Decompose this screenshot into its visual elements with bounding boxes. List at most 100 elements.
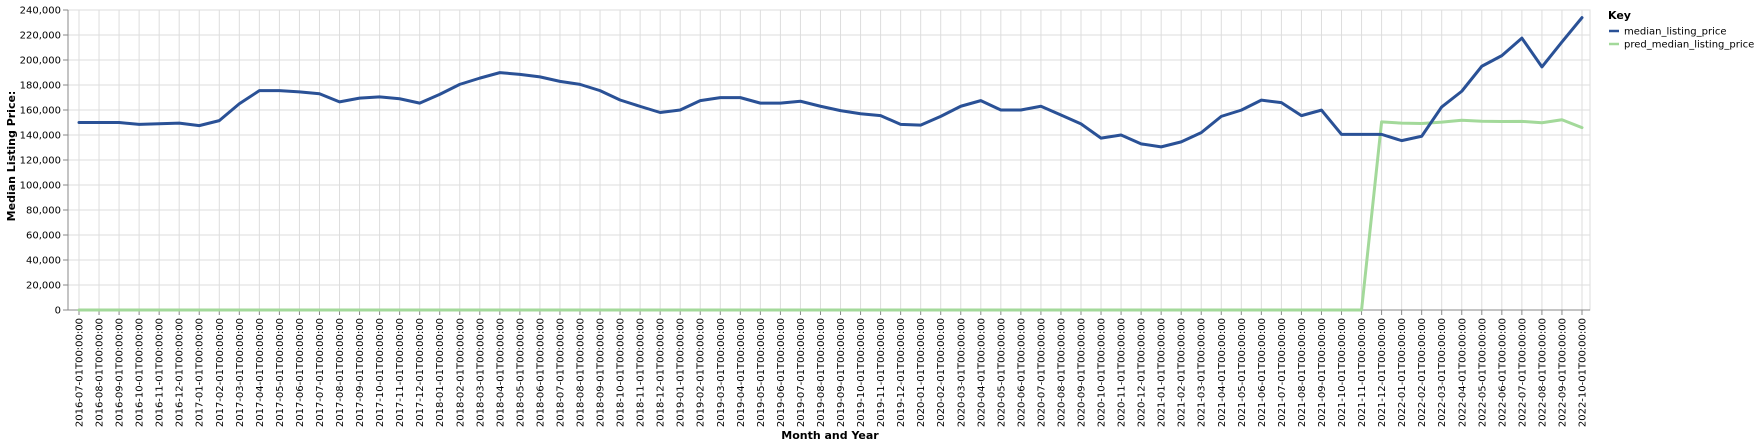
y-axis: 0 20,000 40,000 60,000 80,000 100,000 120,000 1… [20,6,69,317]
y-tick-label: 140,000 [20,131,61,142]
x-tick-label: 2020-04-01T00:00:00 [976,318,987,427]
x-tick-label: 2020-01-01T00:00:00 [916,318,927,427]
x-tick-label: 2022-05-01T00:00:00 [1477,318,1488,427]
legend-items: median_listing_price pred_median_listing_… [1609,27,1754,51]
legend-title: Key [1608,9,1631,22]
x-tick-label: 2018-01-01T00:00:00 [435,318,446,427]
y-tick-label: 80,000 [26,206,61,217]
x-tick-label: 2022-04-01T00:00:00 [1457,318,1468,427]
x-tick-label: 2017-01-01T00:00:00 [195,318,206,427]
x-tick-label: 2019-06-01T00:00:00 [776,318,787,427]
x-axis-title: Month and Year [781,429,879,442]
x-tick-label: 2017-12-01T00:00:00 [415,318,426,427]
x-tick-label: 2016-09-01T00:00:00 [115,318,126,427]
x-tick-label: 2021-02-01T00:00:00 [1177,318,1188,427]
x-tick-label: 2019-04-01T00:00:00 [736,318,747,427]
gridlines [67,9,1591,311]
x-tick-label: 2018-02-01T00:00:00 [455,318,466,427]
x-tick-label: 2017-10-01T00:00:00 [375,318,386,427]
series-line-pred_median_listing_price [77,118,1584,312]
y-tick-label: 160,000 [20,106,61,117]
x-tick-label: 2020-09-01T00:00:00 [1077,318,1088,427]
x-tick-label: 2022-08-01T00:00:00 [1537,318,1548,427]
y-axis-title: Median Listing Price: [5,91,18,222]
x-tick-label: 2019-03-01T00:00:00 [716,318,727,427]
x-tick-label: 2017-08-01T00:00:00 [335,318,346,427]
y-tick-label: 120,000 [20,156,61,167]
x-tick-label: 2020-02-01T00:00:00 [936,318,947,427]
y-tick-label: 20,000 [26,281,61,292]
x-tick-label: 2016-12-01T00:00:00 [175,318,186,427]
x-tick-label: 2021-06-01T00:00:00 [1257,318,1268,427]
x-tick-label: 2020-07-01T00:00:00 [1036,318,1047,427]
x-tick-label: 2018-03-01T00:00:00 [475,318,486,427]
x-axis: 2016-07-01T00:00:00 2016-08-01T00:00:00 20… [68,309,1590,427]
y-tick-label: 240,000 [20,6,61,17]
x-tick-label: 2016-08-01T00:00:00 [95,318,106,427]
y-tick-label: 220,000 [20,31,61,42]
x-tick-label: 2022-02-01T00:00:00 [1417,318,1428,427]
x-tick-label: 2022-01-01T00:00:00 [1397,318,1408,427]
y-tick-label: 40,000 [26,256,61,267]
x-tick-label: 2022-09-01T00:00:00 [1557,318,1568,427]
y-tick-label: 200,000 [20,56,61,67]
x-tick-label: 2021-03-01T00:00:00 [1197,318,1208,427]
x-tick-label: 2019-08-01T00:00:00 [816,318,827,427]
x-tick-label: 2019-10-01T00:00:00 [856,318,867,427]
legend-label-pred_median_listing_price: pred_median_listing_price [1624,40,1754,51]
x-tick-label: 2017-04-01T00:00:00 [255,318,266,427]
x-tick-label: 2020-03-01T00:00:00 [956,318,967,427]
x-tick-label: 2017-05-01T00:00:00 [275,318,286,427]
legend-label-median_listing_price: median_listing_price [1624,27,1727,38]
x-tick-label: 2021-11-01T00:00:00 [1357,318,1368,427]
x-tick-label: 2021-07-01T00:00:00 [1277,318,1288,427]
y-tick-label: 0 [55,306,61,317]
x-tick-label: 2017-07-01T00:00:00 [315,318,326,427]
x-tick-label: 2019-05-01T00:00:00 [756,318,767,427]
x-tick-label: 2019-07-01T00:00:00 [796,318,807,427]
x-tick-label: 2021-12-01T00:00:00 [1377,318,1388,427]
x-tick-label: 2021-09-01T00:00:00 [1317,318,1328,427]
x-tick-label: 2018-12-01T00:00:00 [656,318,667,427]
x-tick-label: 2016-11-01T00:00:00 [155,318,166,427]
x-tick-label: 2022-10-01T00:00:00 [1578,318,1589,427]
x-tick-label: 2016-10-01T00:00:00 [135,318,146,427]
x-tick-label: 2017-03-01T00:00:00 [235,318,246,427]
x-tick-label: 2020-08-01T00:00:00 [1056,318,1067,427]
x-tick-label: 2018-09-01T00:00:00 [596,318,607,427]
x-tick-label: 2018-07-01T00:00:00 [555,318,566,427]
x-tick-label: 2021-08-01T00:00:00 [1297,318,1308,427]
x-tick-label: 2019-12-01T00:00:00 [896,318,907,427]
x-tick-label: 2016-07-01T00:00:00 [75,318,86,427]
x-tick-label: 2020-11-01T00:00:00 [1117,318,1128,427]
x-tick-label: 2021-05-01T00:00:00 [1237,318,1248,427]
x-tick-label: 2020-05-01T00:00:00 [996,318,1007,427]
x-tick-label: 2018-05-01T00:00:00 [515,318,526,427]
series-layer [77,16,1584,312]
x-tick-label: 2018-04-01T00:00:00 [495,318,506,427]
x-tick-label: 2017-09-01T00:00:00 [355,318,366,427]
x-tick-label: 2021-01-01T00:00:00 [1157,318,1168,427]
x-tick-label: 2020-06-01T00:00:00 [1016,318,1027,427]
x-tick-label: 2019-11-01T00:00:00 [876,318,887,427]
x-tick-label: 2018-11-01T00:00:00 [636,318,647,427]
x-tick-label: 2019-09-01T00:00:00 [836,318,847,427]
x-tick-label: 2019-01-01T00:00:00 [676,318,687,427]
x-tick-label: 2022-07-01T00:00:00 [1517,318,1528,427]
x-tick-label: 2017-02-01T00:00:00 [215,318,226,427]
x-tick-label: 2018-06-01T00:00:00 [535,318,546,427]
x-tick-label: 2021-10-01T00:00:00 [1337,318,1348,427]
x-tick-label: 2021-04-01T00:00:00 [1217,318,1228,427]
x-tick-label: 2020-10-01T00:00:00 [1097,318,1108,427]
x-tick-label: 2020-12-01T00:00:00 [1137,318,1148,427]
x-tick-label: 2022-03-01T00:00:00 [1437,318,1448,427]
series-line-median_listing_price [77,16,1584,149]
x-tick-label: 2017-11-01T00:00:00 [395,318,406,427]
y-tick-label: 60,000 [26,231,61,242]
x-tick-label: 2018-10-01T00:00:00 [616,318,627,427]
x-tick-label: 2018-08-01T00:00:00 [576,318,587,427]
y-tick-label: 100,000 [20,181,61,192]
y-tick-label: 180,000 [20,81,61,92]
x-tick-label: 2019-02-01T00:00:00 [696,318,707,427]
